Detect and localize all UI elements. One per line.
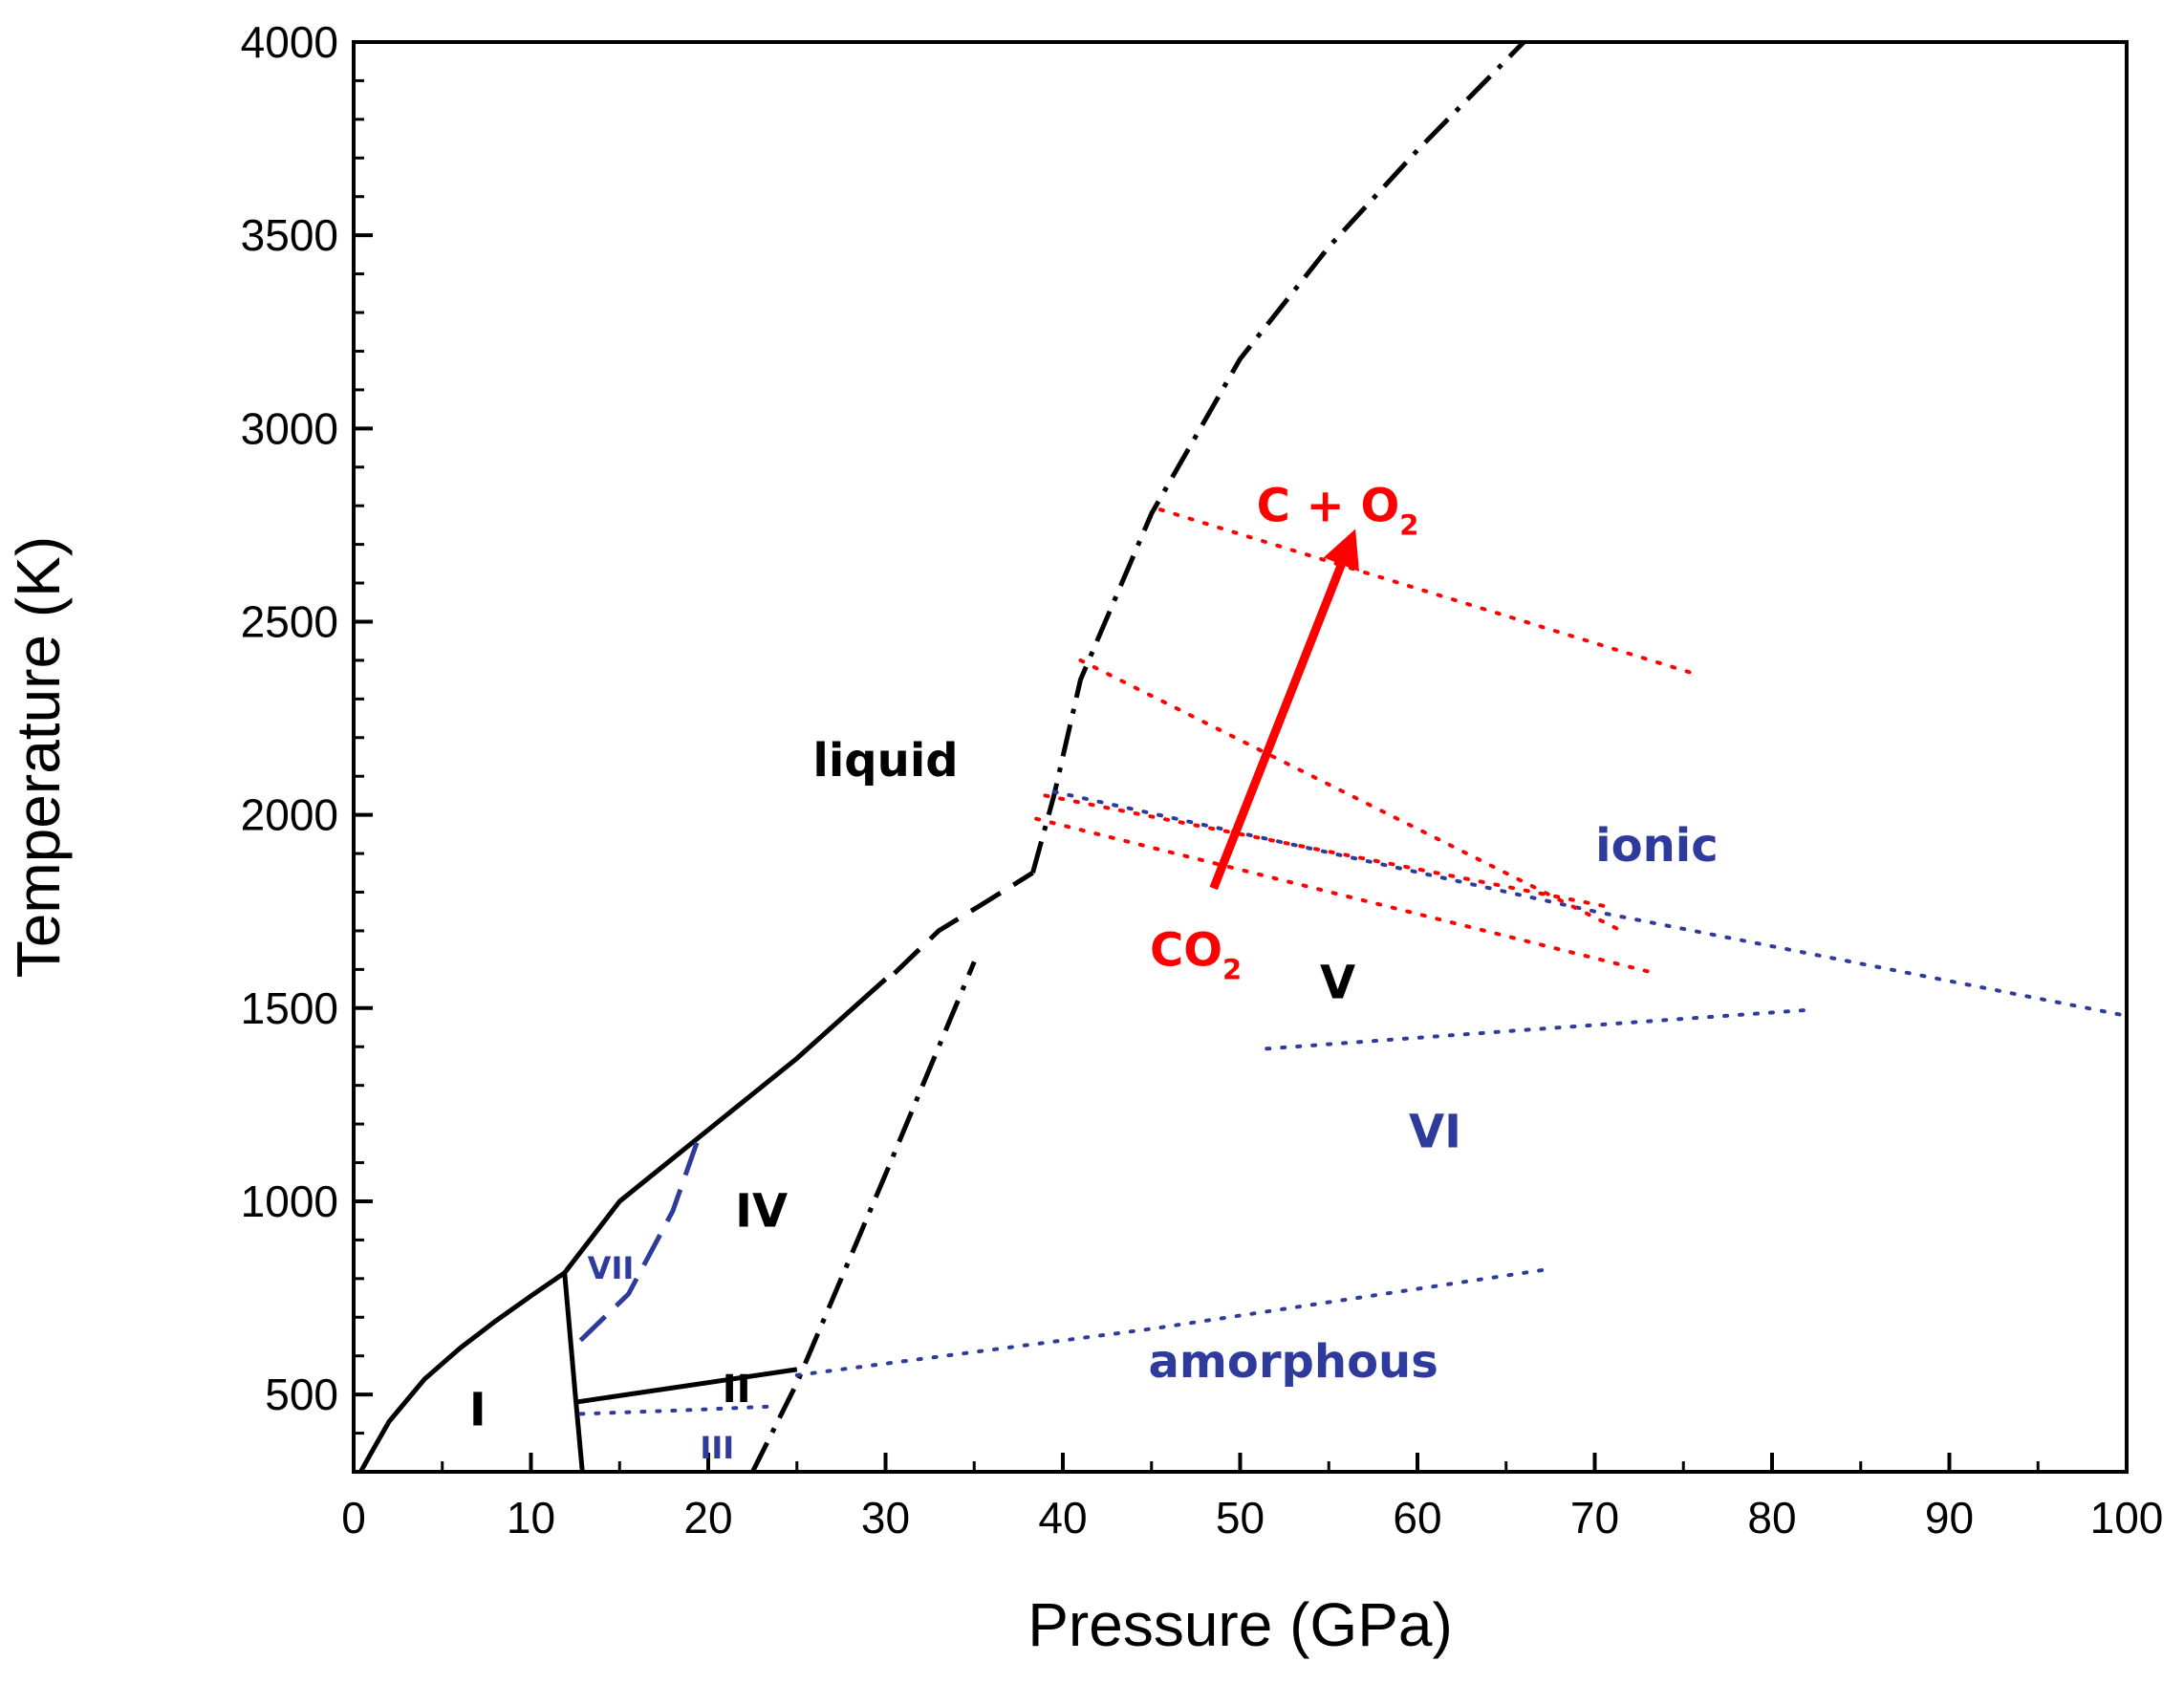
- y-tick-label: 1500: [241, 983, 338, 1033]
- x-tick-label: 10: [507, 1493, 555, 1543]
- arrow-layer: [1209, 529, 1359, 891]
- region-label-IV: IV: [735, 1184, 788, 1238]
- y-tick-label: 500: [265, 1370, 338, 1419]
- boundary-V-VI: [1265, 1007, 1810, 1051]
- x-tick-label: 20: [683, 1493, 732, 1543]
- y-tick-label: 3500: [241, 210, 338, 260]
- boundary-VII-IV: [578, 1134, 703, 1343]
- reaction-arrow-head: [1323, 529, 1359, 572]
- region-label-III: III: [700, 1430, 734, 1466]
- region-label-c_o2: C + O2: [1257, 479, 1419, 541]
- x-tick-label: 0: [341, 1493, 366, 1543]
- x-tick-label: 100: [2090, 1493, 2164, 1543]
- x-tick-label: 90: [1925, 1493, 1974, 1543]
- region-label-VI: VI: [1409, 1105, 1461, 1158]
- x-tick-label: 60: [1393, 1493, 1441, 1543]
- region-label-I: I: [469, 1383, 487, 1436]
- y-axis-title: Temperature (K): [4, 536, 73, 978]
- region-label-VII: VII: [588, 1250, 635, 1286]
- y-tick-label: 2500: [241, 596, 338, 646]
- boundary-I-VII-III: [562, 1272, 585, 1473]
- region-label-ionic: ionic: [1595, 819, 1719, 873]
- boundary-II-IV: [574, 1367, 798, 1405]
- x-tick-label: 50: [1216, 1493, 1265, 1543]
- boundary-II-III: [578, 1404, 782, 1416]
- boundary-VII-IV-liquid: [562, 977, 888, 1275]
- boundary-dissociation-3: [1043, 793, 1614, 910]
- plot-frame: [352, 40, 2129, 1474]
- region-label-V: V: [1320, 957, 1355, 1010]
- boundary-IV-V: [750, 960, 977, 1474]
- boundary-dissociation-2: [1078, 658, 1624, 933]
- x-axis-title: Pressure (GPa): [1027, 1590, 1453, 1659]
- x-tick-label: 30: [861, 1493, 910, 1543]
- boundary-liquid-continuation: [893, 871, 1034, 976]
- region-label-liquid: liquid: [812, 734, 958, 788]
- x-tick-label: 40: [1038, 1493, 1087, 1543]
- y-tick-label: 2000: [241, 790, 338, 840]
- region-label-II: II: [723, 1368, 751, 1412]
- boundary-dissociation-1: [1158, 507, 1703, 679]
- region-label-amorphous: amorphous: [1148, 1335, 1438, 1389]
- boundary-I-liquid: [358, 1270, 567, 1474]
- x-tick-label: 70: [1570, 1493, 1619, 1543]
- boundary-amorphous: [794, 1266, 1553, 1377]
- x-tick-label: 80: [1747, 1493, 1796, 1543]
- boundary-melting-V: [1030, 40, 1526, 874]
- y-tick-label: 1000: [241, 1176, 338, 1226]
- axis-labels-layer: 0 10 20 30 40 50 60 70 80 90 100 500 1000 1500 2000 250…: [4, 17, 2163, 1659]
- reaction-arrow-shaft: [1209, 563, 1346, 891]
- y-tick-label: 3000: [241, 403, 338, 453]
- y-tick-label: 4000: [241, 17, 338, 67]
- region-label-co2: CO2: [1150, 923, 1242, 985]
